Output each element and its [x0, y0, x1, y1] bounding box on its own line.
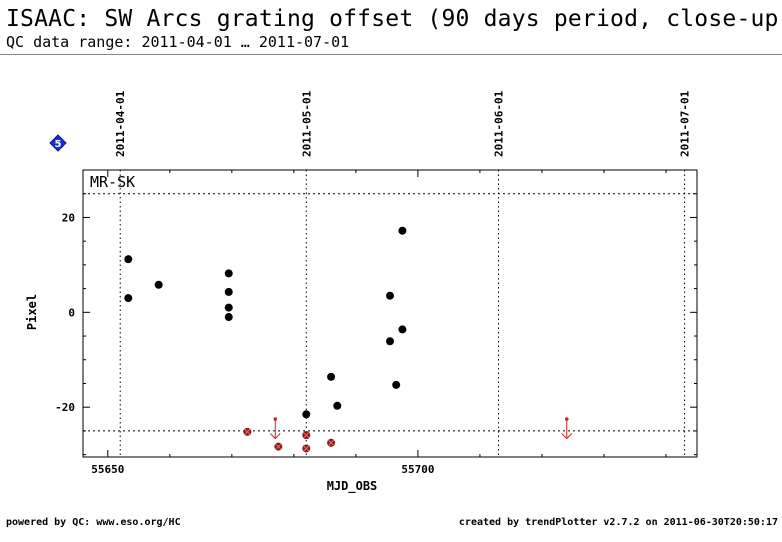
y-tick-label: 20	[62, 211, 75, 224]
data-point	[224, 313, 233, 322]
data-point	[224, 269, 233, 278]
data-point	[386, 337, 394, 346]
outlier-arrow-head	[561, 433, 573, 440]
data-point	[398, 226, 407, 235]
header-divider	[0, 54, 782, 55]
data-point	[333, 401, 342, 410]
badge-diamond	[49, 134, 67, 152]
page-title: ISAAC: SW Arcs grating offset (90 days p…	[6, 6, 782, 32]
x-tick-label: 55700	[401, 463, 434, 476]
data-point	[124, 255, 133, 264]
qc-data-range: QC data range: 2011-04-01 … 2011-07-01	[6, 33, 350, 51]
outlier-point-cross	[275, 443, 282, 450]
data-point	[124, 294, 133, 303]
data-point	[398, 325, 407, 334]
date-marker-label: 2011-04-01	[114, 90, 127, 157]
outlier-point-cross	[328, 439, 334, 446]
diamond-badge-icon[interactable]: 5	[49, 134, 67, 152]
x-axis-label: MJD_OBS	[327, 479, 378, 494]
data-point	[224, 287, 233, 296]
date-marker-label: 2011-06-01	[493, 90, 506, 157]
date-marker-label: 2011-07-01	[679, 90, 692, 157]
data-point	[302, 410, 311, 419]
data-point	[392, 380, 401, 389]
plot-frame	[82, 169, 698, 458]
x-tick-label: 55650	[91, 463, 124, 476]
outlier-point-cross	[244, 429, 251, 435]
panel-label: MR-SK	[90, 173, 135, 191]
y-tick-label: -20	[55, 401, 75, 414]
outlier-point-cross	[303, 432, 310, 439]
data-point	[224, 303, 233, 312]
outlier-arrow-head	[269, 433, 281, 440]
data-point	[327, 372, 336, 381]
footer-created-by: created by trendPlotter v2.7.2 on 2011-0…	[458, 517, 778, 528]
date-marker-label: 2011-05-01	[300, 90, 313, 157]
outlier-point-cross	[303, 445, 310, 452]
badge-label: 5	[55, 139, 62, 150]
y-tick-label: 0	[68, 306, 75, 319]
data-point	[386, 291, 394, 300]
footer-powered-by: powered by QC: www.eso.org/HC	[6, 517, 181, 528]
y-axis-label: Pixel	[25, 294, 39, 330]
data-point	[154, 280, 163, 289]
